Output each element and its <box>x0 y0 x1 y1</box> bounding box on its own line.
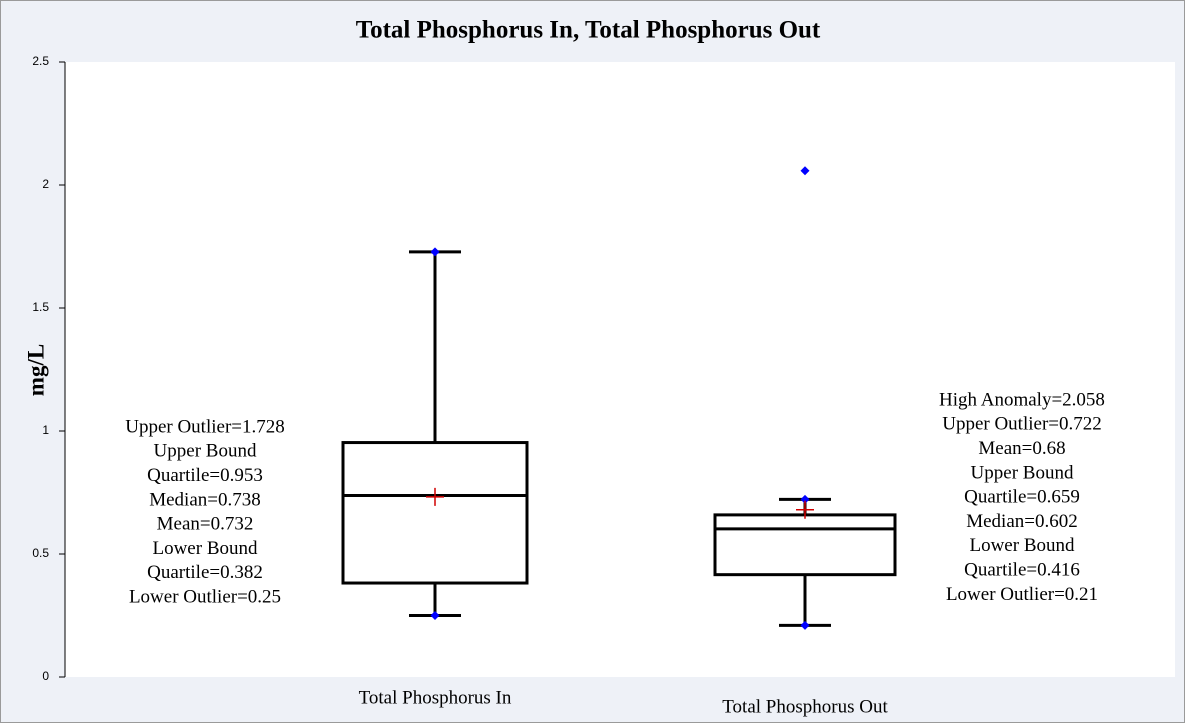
chart-title: Total Phosphorus In, Total Phosphorus Ou… <box>356 17 821 44</box>
annotation: Quartile=0.416 <box>964 559 1080 580</box>
annotation: Median=0.738 <box>149 489 261 510</box>
plot-area <box>65 62 1175 677</box>
outlier <box>800 166 810 176</box>
y-tick-label: 2 <box>42 177 49 191</box>
y-tick-label: 1.5 <box>32 300 49 314</box>
annotation: Lower Bound <box>152 538 258 559</box>
y-tick-label: 1 <box>42 423 49 437</box>
annotation: Mean=0.68 <box>978 438 1065 459</box>
y-axis-label: mg/L <box>23 344 48 396</box>
whisker-low-point <box>430 611 440 620</box>
annotation: Quartile=0.382 <box>147 562 263 583</box>
annotation: Quartile=0.659 <box>964 487 1080 508</box>
mean-marker <box>796 500 814 519</box>
x-tick-label: Total Phosphorus Out <box>722 696 888 717</box>
annotation: High Anomaly=2.058 <box>939 389 1105 410</box>
x-tick-label: Total Phosphorus In <box>359 687 512 708</box>
y-tick-label: 0 <box>42 669 49 683</box>
box <box>341 441 529 585</box>
annotation: Upper Outlier=0.722 <box>942 414 1102 435</box>
whisker-low-point <box>800 620 810 630</box>
y-tick-label: 0.5 <box>32 546 49 560</box>
annotation: Mean=0.732 <box>157 514 254 535</box>
annotation: Lower Outlier=0.25 <box>129 586 281 607</box>
y-tick-label: 2.5 <box>32 54 49 68</box>
annotation: Quartile=0.953 <box>147 465 263 486</box>
annotation: Upper Bound <box>971 462 1074 483</box>
whisker-high-point <box>430 247 440 257</box>
annotation: Median=0.602 <box>966 511 1078 532</box>
annotation: Lower Bound <box>969 535 1075 556</box>
annotation: Upper Outlier=1.728 <box>125 416 285 437</box>
annotation: Lower Outlier=0.21 <box>946 584 1098 605</box>
annotation: Upper Bound <box>154 441 257 462</box>
whisker-high-point <box>800 494 810 504</box>
mean-marker <box>426 487 444 506</box>
